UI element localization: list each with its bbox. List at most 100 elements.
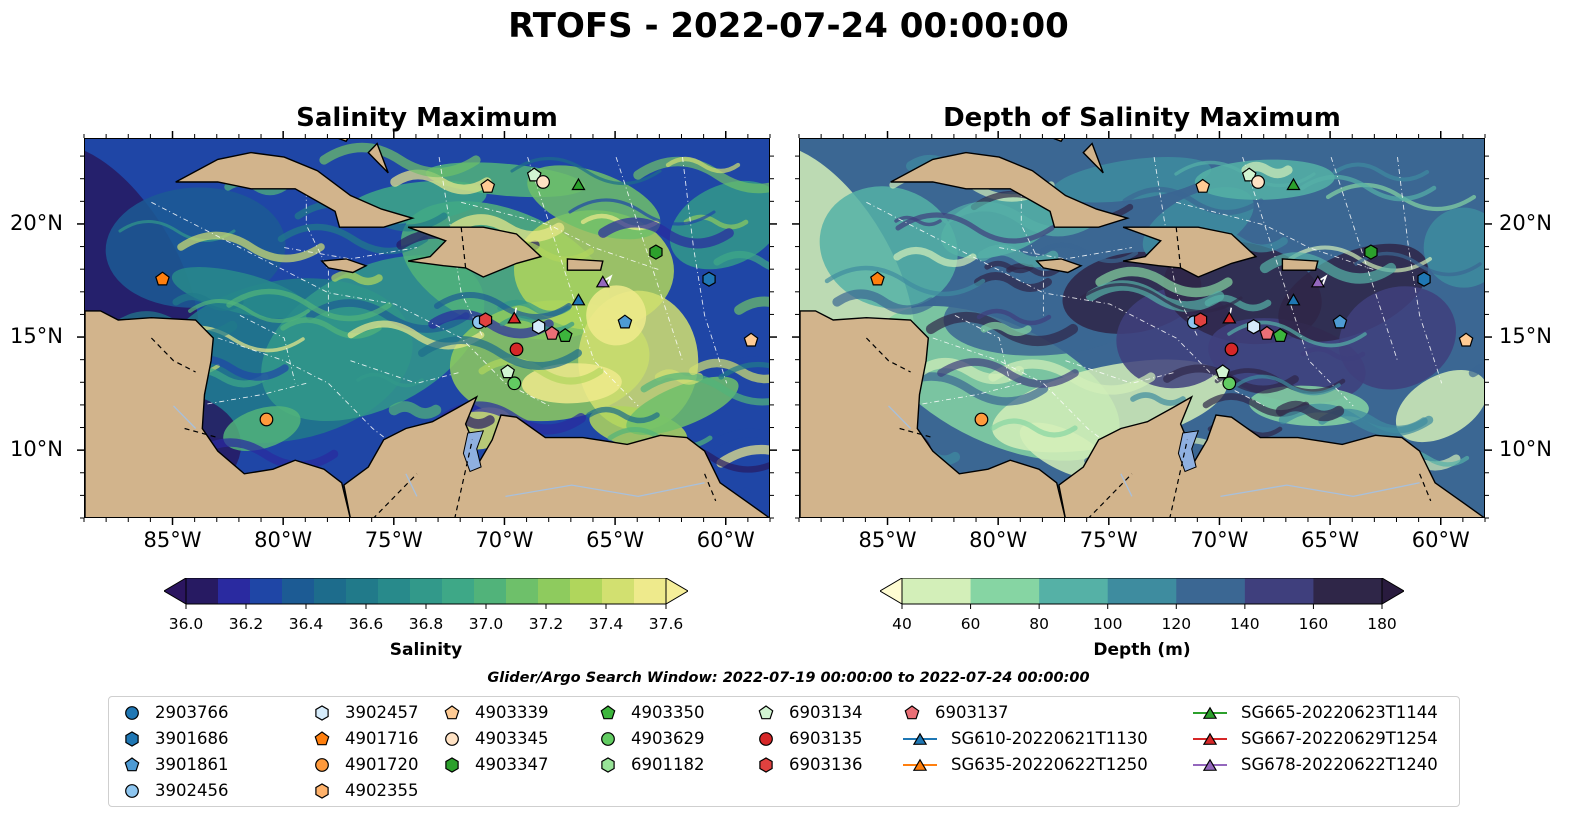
lon-tick-label: 80°W bbox=[969, 528, 1028, 552]
float-marker bbox=[1332, 314, 1348, 329]
colorbar-tick: 37.2 bbox=[528, 615, 564, 633]
lon-tick-label: 60°W bbox=[1411, 528, 1470, 552]
float-marker bbox=[1222, 311, 1237, 324]
float-marker bbox=[1222, 376, 1237, 391]
lon-tick-label: 65°W bbox=[586, 528, 645, 552]
figure-title: RTOFS - 2022-07-24 00:00:00 bbox=[508, 6, 1069, 46]
legend-entry: SG667-20220629T1254 bbox=[1193, 729, 1438, 748]
float-marker bbox=[1458, 332, 1474, 347]
legend-label: SG678-20220622T1240 bbox=[1241, 755, 1438, 774]
lon-tick-label: 60°W bbox=[696, 528, 755, 552]
legend-label: 4903347 bbox=[475, 755, 549, 774]
legend-marker-icon bbox=[445, 756, 459, 773]
float-marker bbox=[617, 314, 633, 329]
float-marker bbox=[1286, 177, 1301, 191]
depth-map[interactable] bbox=[799, 138, 1485, 518]
lon-tick-label: 75°W bbox=[1079, 528, 1138, 552]
colorbar-tick: 120 bbox=[1161, 615, 1192, 633]
legend-marker-icon bbox=[315, 782, 329, 799]
lon-tick-label: 85°W bbox=[143, 528, 202, 552]
legend-label: 4902355 bbox=[345, 781, 419, 800]
colorbar-tick: 37.6 bbox=[648, 615, 684, 633]
colorbar-tick: 160 bbox=[1298, 615, 1329, 633]
colorbar-tick: 100 bbox=[1092, 615, 1123, 633]
float-marker bbox=[702, 271, 716, 287]
legend-label: SG610-20220621T1130 bbox=[951, 729, 1148, 748]
colorbar-tick: 36.0 bbox=[168, 615, 204, 633]
colorbar-tick: 180 bbox=[1367, 615, 1397, 633]
float-marker bbox=[480, 178, 496, 193]
legend-marker-icon bbox=[758, 704, 774, 719]
legend-entry: 4903629 bbox=[599, 729, 705, 748]
float-marker bbox=[1259, 325, 1275, 340]
float-marker bbox=[1310, 275, 1325, 288]
legend-entry: 3901861 bbox=[123, 755, 229, 774]
legend-label: 4903629 bbox=[631, 729, 705, 748]
colorbar-tick: 80 bbox=[1029, 615, 1050, 633]
legend-marker-icon bbox=[125, 783, 139, 798]
float-marker bbox=[1364, 244, 1378, 260]
legend-entry: 4903350 bbox=[599, 703, 705, 722]
legend-label: 6903137 bbox=[935, 703, 1009, 722]
colorbar-tick: 36.4 bbox=[288, 615, 324, 633]
legend-marker-icon bbox=[759, 756, 773, 773]
colorbar-tick: 37.0 bbox=[468, 615, 504, 633]
lat-tick-label: 15°N bbox=[10, 324, 63, 349]
legend-marker-icon bbox=[315, 704, 329, 721]
colorbar-tick: 60 bbox=[960, 615, 981, 633]
legend-marker-icon bbox=[912, 758, 928, 771]
float-marker bbox=[536, 175, 550, 189]
legend-label: 6903135 bbox=[789, 729, 863, 748]
legend-label: 6901182 bbox=[631, 755, 705, 774]
legend-label: SG665-20220623T1144 bbox=[1241, 703, 1438, 722]
legend-marker-icon bbox=[124, 756, 140, 771]
legend-entry: 4903347 bbox=[443, 755, 549, 774]
float-marker bbox=[509, 342, 524, 357]
legend-label: 3901861 bbox=[155, 755, 229, 774]
legend-entry: 2903766 bbox=[123, 703, 229, 722]
legend-marker-icon bbox=[315, 757, 329, 772]
float-marker bbox=[1251, 175, 1265, 189]
legend-marker-icon bbox=[601, 756, 615, 773]
colorbar-tick: 36.8 bbox=[408, 615, 444, 633]
float-marker bbox=[1286, 293, 1301, 306]
float-marker bbox=[1195, 178, 1211, 193]
lon-tick-label: 70°W bbox=[1190, 528, 1249, 552]
lat-tick-label: 15°N bbox=[1499, 324, 1552, 349]
legend-entry: 3902456 bbox=[123, 781, 229, 800]
float-marker bbox=[743, 332, 759, 347]
legend-label: 4901720 bbox=[345, 755, 419, 774]
lon-tick-label: 70°W bbox=[475, 528, 534, 552]
country-borders bbox=[865, 227, 1432, 517]
legend-entry: 3901686 bbox=[123, 729, 229, 748]
float-marker bbox=[1417, 271, 1431, 287]
search-window-caption: Glider/Argo Search Window: 2022-07-19 00… bbox=[487, 670, 1090, 686]
legend-label: 6903136 bbox=[789, 755, 863, 774]
panel-title-salinity: Salinity Maximum bbox=[296, 103, 558, 133]
legend-label: 3902457 bbox=[345, 703, 419, 722]
panel-title-depth: Depth of Salinity Maximum bbox=[943, 103, 1341, 133]
depth-colorbar bbox=[880, 578, 1404, 605]
legend-marker-icon bbox=[1202, 706, 1218, 719]
legend-marker-icon bbox=[904, 704, 920, 719]
colorbar-tick: 140 bbox=[1230, 615, 1260, 633]
float-marker bbox=[1272, 328, 1288, 342]
legend-marker-icon bbox=[125, 705, 139, 720]
legend-marker-icon bbox=[445, 731, 459, 746]
country-borders bbox=[150, 227, 717, 517]
legend-label: 4903345 bbox=[475, 729, 549, 748]
float-marker bbox=[557, 328, 573, 342]
legend-marker-icon bbox=[444, 704, 460, 719]
legend-label: 2903766 bbox=[155, 703, 229, 722]
legend-label: 3901686 bbox=[155, 729, 229, 748]
float-marker bbox=[1241, 167, 1257, 182]
colorbar-tick: 36.6 bbox=[348, 615, 384, 633]
float-marker bbox=[507, 376, 522, 391]
legend-marker-icon bbox=[912, 732, 928, 745]
lat-tick-label: 20°N bbox=[1499, 210, 1552, 235]
salinity-map[interactable] bbox=[84, 138, 770, 518]
legend: 2903766 3901686 3901861 3902456 3902457 49017… bbox=[108, 696, 1460, 807]
legend-entry: SG635-20220622T1250 bbox=[903, 755, 1148, 774]
float-marker bbox=[1215, 364, 1231, 379]
legend-entry: 4901720 bbox=[313, 755, 419, 774]
